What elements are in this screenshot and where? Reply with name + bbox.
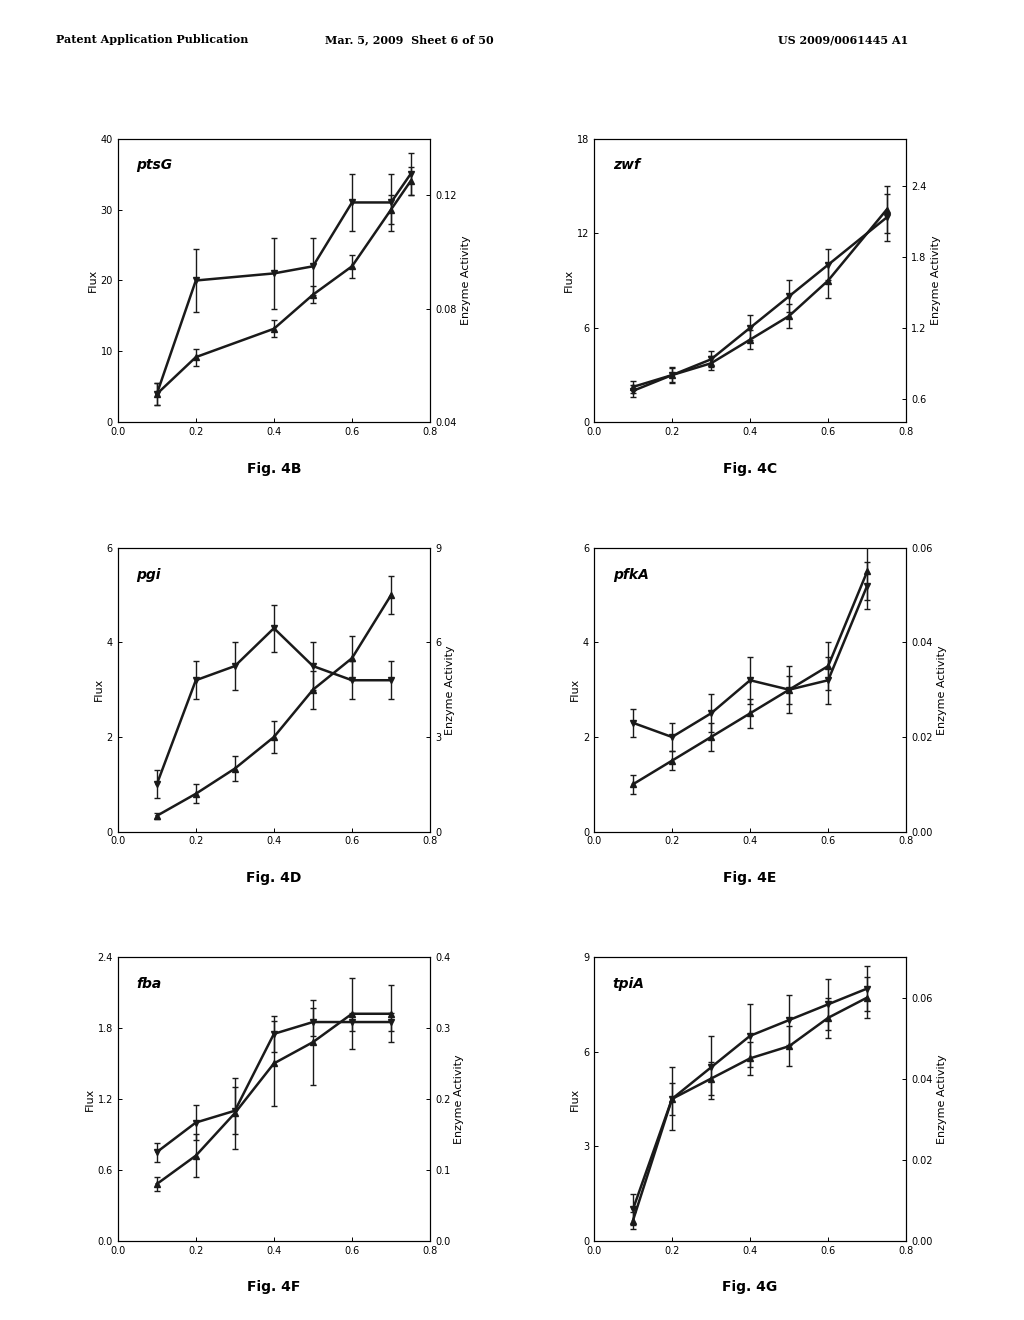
Y-axis label: Enzyme Activity: Enzyme Activity [937, 1055, 947, 1143]
Text: Fig. 4G: Fig. 4G [723, 1280, 777, 1295]
Y-axis label: Enzyme Activity: Enzyme Activity [455, 1055, 465, 1143]
Y-axis label: Flux: Flux [88, 269, 97, 292]
Text: Mar. 5, 2009  Sheet 6 of 50: Mar. 5, 2009 Sheet 6 of 50 [326, 34, 494, 45]
Y-axis label: Flux: Flux [94, 678, 103, 701]
Y-axis label: Flux: Flux [570, 678, 580, 701]
Y-axis label: Enzyme Activity: Enzyme Activity [445, 645, 456, 734]
Y-axis label: Flux: Flux [570, 1088, 581, 1110]
Text: Patent Application Publication: Patent Application Publication [56, 34, 249, 45]
Text: Fig. 4E: Fig. 4E [723, 871, 777, 886]
Y-axis label: Flux: Flux [564, 269, 573, 292]
Y-axis label: Enzyme Activity: Enzyme Activity [931, 236, 941, 325]
Y-axis label: Enzyme Activity: Enzyme Activity [461, 236, 471, 325]
Text: zwf: zwf [612, 158, 640, 173]
Text: Fig. 4B: Fig. 4B [247, 462, 301, 477]
Text: pfkA: pfkA [612, 568, 648, 582]
Text: Fig. 4C: Fig. 4C [723, 462, 777, 477]
Text: Fig. 4D: Fig. 4D [246, 871, 302, 886]
Text: pgi: pgi [136, 568, 161, 582]
Text: ptsG: ptsG [136, 158, 173, 173]
Text: US 2009/0061445 A1: US 2009/0061445 A1 [778, 34, 908, 45]
Text: Fig. 4F: Fig. 4F [247, 1280, 301, 1295]
Y-axis label: Enzyme Activity: Enzyme Activity [937, 645, 947, 734]
Text: fba: fba [136, 977, 162, 991]
Text: tpiA: tpiA [612, 977, 645, 991]
Y-axis label: Flux: Flux [85, 1088, 95, 1110]
